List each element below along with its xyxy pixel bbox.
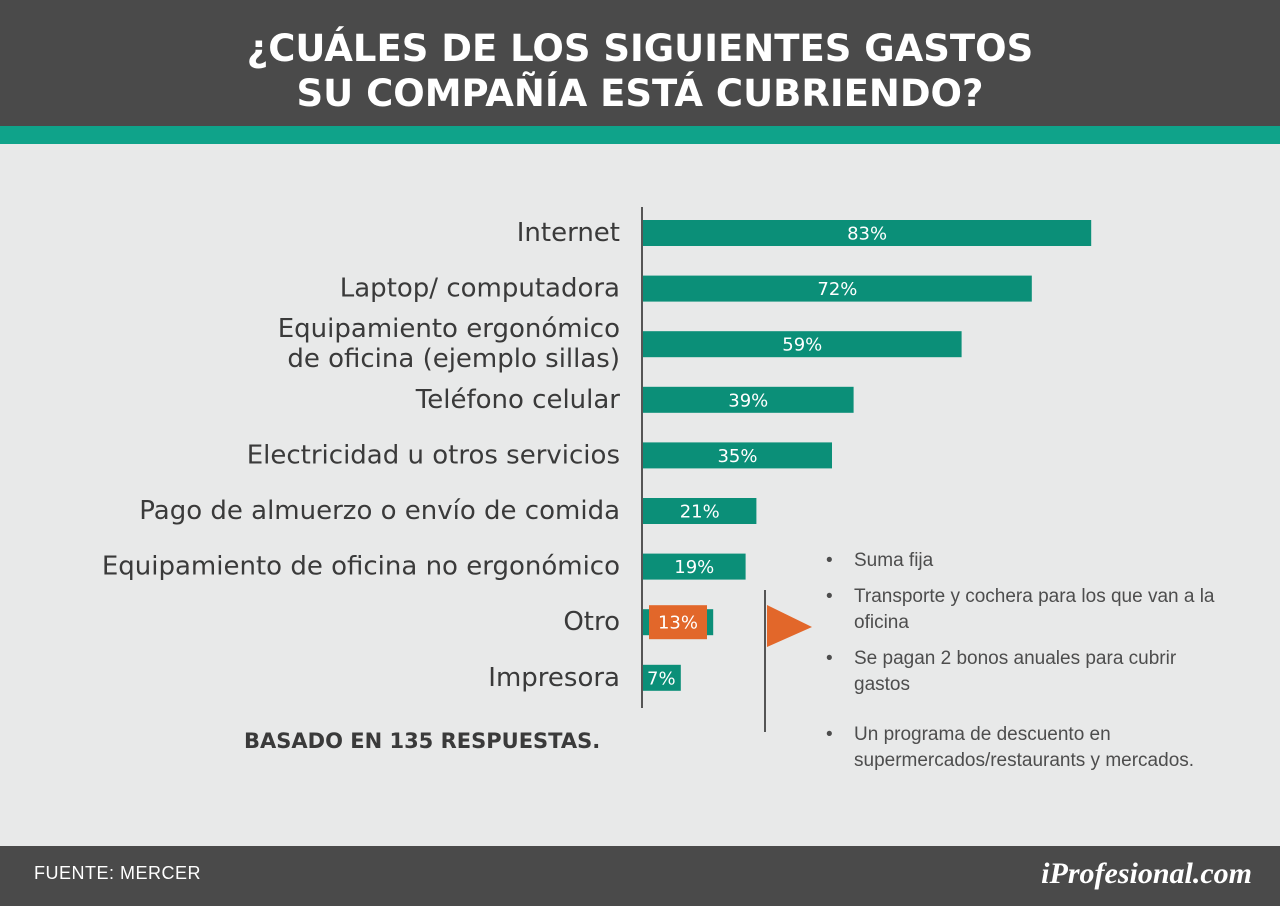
detail-text: Se pagan 2 bonos anuales para cubrir gas… <box>854 648 1177 695</box>
category-label: Equipamiento de oficina no ergonómico <box>102 552 620 582</box>
title-line-2: SU COMPAÑÍA ESTÁ CUBRIENDO? <box>296 72 984 115</box>
data-label: 13% <box>658 613 698 634</box>
detail-text: Suma fija <box>854 550 934 571</box>
category-label: Teléfono celular <box>415 385 621 415</box>
bullet-icon: • <box>826 586 833 607</box>
category-label: Electricidad u otros servicios <box>247 440 620 470</box>
data-label: 7% <box>647 668 676 689</box>
title-line-1: ¿CUÁLES DE LOS SIGUIENTES GASTOS <box>246 27 1034 70</box>
bullet-icon: • <box>826 648 833 669</box>
data-label: 19% <box>674 557 714 578</box>
detail-text: Transporte y cochera para los que van a … <box>854 586 1215 633</box>
category-label: Impresora <box>488 663 620 693</box>
bar <box>643 664 681 691</box>
bar <box>643 386 854 413</box>
list-item: • Un programa de descuento en supermerca… <box>826 722 1226 774</box>
header-bar: ¿CUÁLES DE LOS SIGUIENTES GASTOS SU COMP… <box>0 0 1280 126</box>
data-label: 39% <box>728 390 768 411</box>
data-label: 83% <box>847 224 887 245</box>
bullet-icon: • <box>826 724 833 745</box>
responses-note: BASADO EN 135 RESPUESTAS. <box>244 729 601 753</box>
brand-logo: iProfesional.com <box>1041 857 1252 890</box>
category-label: Internet <box>517 218 620 248</box>
bullet-icon: • <box>826 550 833 571</box>
data-label: 21% <box>680 502 720 523</box>
category-label: de oficina (ejemplo sillas) <box>287 344 620 374</box>
list-item: • Se pagan 2 bonos anuales para cubrir g… <box>826 646 1226 698</box>
source-label: FUENTE: MERCER <box>34 863 202 883</box>
category-label: Otro <box>563 607 620 637</box>
bar <box>643 553 746 580</box>
flag-shape <box>767 605 812 647</box>
flag-icon <box>764 590 812 732</box>
data-label: 35% <box>717 446 757 467</box>
footer-bar: FUENTE: MERCER iProfesional.com <box>0 846 1280 906</box>
bar <box>643 442 832 469</box>
data-label: 72% <box>817 279 857 300</box>
list-item: • Transporte y cochera para los que van … <box>826 584 1226 636</box>
accent-band <box>0 126 1280 144</box>
category-label: Laptop/ computadora <box>340 274 620 304</box>
bar <box>643 498 757 524</box>
bar <box>643 275 1032 302</box>
category-label: Pago de almuerzo o envío de comida <box>139 496 620 526</box>
category-label: Equipamiento ergonómico <box>278 314 620 344</box>
page-title: ¿CUÁLES DE LOS SIGUIENTES GASTOS SU COMP… <box>0 26 1280 116</box>
bar <box>643 331 962 358</box>
data-label: 59% <box>782 335 822 356</box>
highlight-box <box>649 605 707 640</box>
detail-text: Un programa de descuento en supermercado… <box>854 724 1195 771</box>
bar <box>643 220 1092 246</box>
list-item: • Suma fija <box>826 548 1226 574</box>
other-details-list: • Suma fija • Transporte y cochera para … <box>826 548 1226 784</box>
